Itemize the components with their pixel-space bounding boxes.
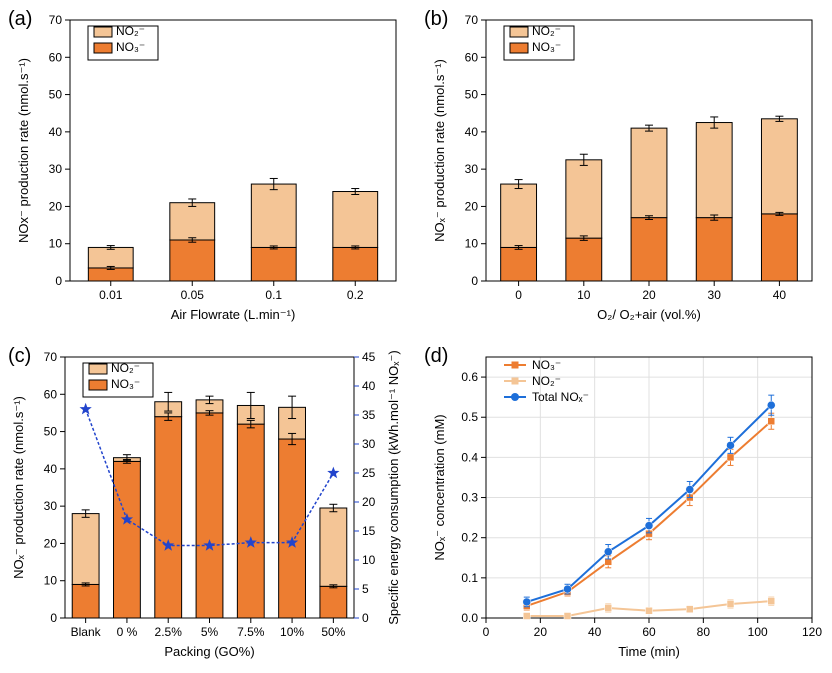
- svg-text:Air Flowrate (L.min⁻¹): Air Flowrate (L.min⁻¹): [171, 307, 296, 322]
- svg-text:30: 30: [49, 162, 63, 176]
- panel-c-label: (c): [8, 345, 31, 368]
- svg-text:Specific energy consumption (k: Specific energy consumption (kWh.mol⁻¹ N…: [386, 350, 401, 624]
- panel-b-svg: 0 10 20 30 40 50 60 70 NOₓ⁻ production rate (nmo…: [416, 0, 832, 336]
- svg-text:20: 20: [44, 536, 58, 550]
- svg-text:40: 40: [773, 288, 787, 302]
- svg-text:NO₃⁻: NO₃⁻: [532, 358, 561, 372]
- svg-text:10: 10: [44, 573, 58, 587]
- svg-text:30: 30: [44, 499, 58, 513]
- svg-text:NO₂⁻: NO₂⁻: [532, 374, 561, 388]
- svg-text:0: 0: [55, 274, 62, 288]
- panel-d-svg: 0.0 0.1 0.2 0.3 0.4 0.5 0.6 NOₓ⁻ concentration …: [416, 337, 832, 673]
- svg-text:15: 15: [362, 524, 376, 538]
- svg-text:45: 45: [362, 350, 376, 364]
- svg-text:80: 80: [697, 625, 711, 639]
- svg-text:70: 70: [465, 13, 479, 27]
- svg-text:120: 120: [802, 625, 822, 639]
- svg-text:0.5: 0.5: [461, 410, 478, 424]
- figure-grid: (a) 010203040506070NOx⁻ production rate …: [0, 0, 832, 673]
- svg-text:NO₃⁻: NO₃⁻: [532, 40, 561, 54]
- panel-a-label: (a): [8, 8, 32, 31]
- panel-a-svg: 0 10 20 30 40 50 60 70 NOx⁻ production rate (nmo…: [0, 0, 416, 336]
- svg-text:40: 40: [465, 125, 479, 139]
- svg-text:NO₃⁻: NO₃⁻: [111, 377, 140, 391]
- panel-c: (c) 010203040506070NOₓ⁻ production rate …: [0, 337, 416, 673]
- panel-b: (b) 0 10 20 30 40 50 60 70 NOₓ⁻ production rate …: [416, 0, 832, 337]
- svg-text:0.2: 0.2: [461, 530, 478, 544]
- svg-text:0.3: 0.3: [461, 490, 478, 504]
- panel-d-label: (d): [424, 345, 448, 368]
- svg-text:0.1: 0.1: [461, 570, 478, 584]
- svg-text:20: 20: [49, 199, 63, 213]
- svg-text:7.5%: 7.5%: [237, 625, 265, 639]
- svg-text:50: 50: [44, 424, 58, 438]
- svg-text:40: 40: [49, 125, 63, 139]
- svg-text:0.6: 0.6: [461, 370, 478, 384]
- svg-text:40: 40: [588, 625, 602, 639]
- svg-text:NOₓ⁻ concentration (mM): NOₓ⁻ concentration (mM): [432, 414, 447, 560]
- panel-a: (a) 0 10 20 30 40 50 60 70 NOx⁻ production rate …: [0, 0, 416, 337]
- svg-text:0: 0: [471, 274, 478, 288]
- svg-text:40: 40: [362, 379, 376, 393]
- svg-text:30: 30: [708, 288, 722, 302]
- svg-text:10%: 10%: [280, 625, 304, 639]
- svg-text:0 %: 0 %: [117, 625, 138, 639]
- panel-d: (d) 0.0 0.1 0.2 0.3 0.4 0.5 0.6 NOₓ⁻ concentrat…: [416, 337, 832, 673]
- svg-text:0: 0: [50, 611, 57, 625]
- svg-text:0: 0: [483, 625, 490, 639]
- svg-text:60: 60: [465, 50, 479, 64]
- svg-text:50: 50: [49, 88, 63, 102]
- svg-text:0.2: 0.2: [347, 288, 364, 302]
- svg-text:NOₓ⁻ production rate (nmol.s⁻¹: NOₓ⁻ production rate (nmol.s⁻¹): [11, 396, 26, 579]
- svg-text:0: 0: [362, 611, 369, 625]
- svg-text:60: 60: [44, 387, 58, 401]
- svg-text:10: 10: [465, 237, 479, 251]
- svg-text:10: 10: [577, 288, 591, 302]
- svg-text:0.4: 0.4: [461, 450, 478, 464]
- svg-text:Blank: Blank: [71, 625, 102, 639]
- svg-text:0.0: 0.0: [461, 611, 478, 625]
- svg-text:Time (min): Time (min): [618, 644, 680, 659]
- svg-text:Packing (GO%): Packing (GO%): [164, 644, 254, 659]
- svg-text:NO₃⁻: NO₃⁻: [116, 40, 145, 54]
- svg-text:60: 60: [49, 50, 63, 64]
- svg-text:NOₓ⁻ production rate (nmol.s⁻¹: NOₓ⁻ production rate (nmol.s⁻¹): [432, 59, 447, 242]
- svg-text:30: 30: [465, 162, 479, 176]
- svg-text:NO₂⁻: NO₂⁻: [532, 24, 561, 38]
- svg-text:NO₂⁻: NO₂⁻: [116, 24, 145, 38]
- svg-text:NO₂⁻: NO₂⁻: [111, 361, 140, 375]
- svg-text:5%: 5%: [201, 625, 219, 639]
- svg-text:100: 100: [748, 625, 768, 639]
- svg-text:0.01: 0.01: [99, 288, 123, 302]
- svg-text:70: 70: [44, 350, 58, 364]
- svg-text:30: 30: [362, 437, 376, 451]
- svg-text:0: 0: [515, 288, 522, 302]
- svg-text:50%: 50%: [321, 625, 345, 639]
- svg-text:50: 50: [465, 88, 479, 102]
- panel-b-label: (b): [424, 8, 448, 31]
- svg-text:35: 35: [362, 408, 376, 422]
- svg-text:2.5%: 2.5%: [155, 625, 183, 639]
- svg-text:10: 10: [362, 553, 376, 567]
- svg-text:40: 40: [44, 461, 58, 475]
- svg-text:20: 20: [362, 495, 376, 509]
- svg-text:20: 20: [465, 199, 479, 213]
- svg-text:0.1: 0.1: [265, 288, 282, 302]
- svg-text:20: 20: [642, 288, 656, 302]
- svg-text:60: 60: [642, 625, 656, 639]
- svg-text:0.05: 0.05: [181, 288, 205, 302]
- svg-text:20: 20: [534, 625, 548, 639]
- svg-text:Total NOₓ⁻: Total NOₓ⁻: [532, 390, 589, 404]
- panel-c-svg: 010203040506070NOₓ⁻ production rate (nmo…: [0, 337, 416, 673]
- svg-text:O₂/ O₂+air (vol.%): O₂/ O₂+air (vol.%): [597, 307, 701, 322]
- svg-text:NOx⁻ production rate (nmol.s⁻¹: NOx⁻ production rate (nmol.s⁻¹): [16, 58, 31, 243]
- svg-text:70: 70: [49, 13, 63, 27]
- svg-text:5: 5: [362, 582, 369, 596]
- svg-text:25: 25: [362, 466, 376, 480]
- svg-text:10: 10: [49, 237, 63, 251]
